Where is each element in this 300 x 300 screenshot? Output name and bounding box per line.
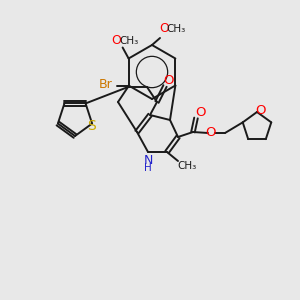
Text: O: O [159,22,169,35]
Text: H: H [144,163,152,173]
Text: CH₃: CH₃ [177,161,196,171]
Text: O: O [255,104,265,118]
Text: Br: Br [99,78,112,91]
Text: O: O [196,106,206,119]
Text: O: O [206,125,216,139]
Text: CH₃: CH₃ [167,24,186,34]
Text: N: N [143,154,153,167]
Text: CH₃: CH₃ [119,35,138,46]
Text: O: O [112,34,122,47]
Text: S: S [87,118,95,133]
Text: O: O [164,74,174,88]
